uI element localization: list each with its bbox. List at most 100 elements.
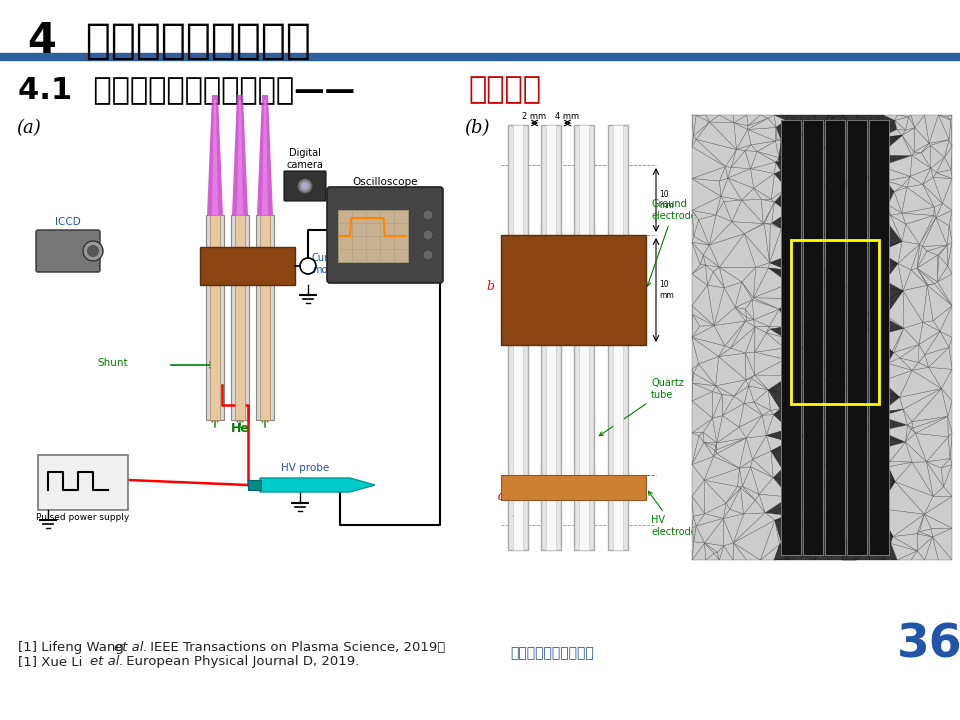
- Polygon shape: [719, 267, 742, 288]
- Polygon shape: [692, 528, 694, 560]
- Text: (a): (a): [16, 119, 40, 137]
- Polygon shape: [841, 269, 855, 286]
- Polygon shape: [770, 223, 781, 229]
- Polygon shape: [692, 442, 713, 464]
- Polygon shape: [810, 222, 839, 236]
- Polygon shape: [855, 392, 871, 413]
- Polygon shape: [822, 536, 845, 548]
- Polygon shape: [781, 136, 799, 145]
- Polygon shape: [813, 492, 831, 503]
- Polygon shape: [804, 439, 808, 443]
- Polygon shape: [692, 338, 725, 356]
- Polygon shape: [786, 121, 801, 136]
- Polygon shape: [868, 170, 880, 178]
- Polygon shape: [828, 261, 834, 266]
- Polygon shape: [852, 176, 868, 185]
- Polygon shape: [773, 478, 801, 497]
- Polygon shape: [871, 413, 879, 431]
- Polygon shape: [744, 500, 765, 514]
- Polygon shape: [903, 389, 942, 422]
- Polygon shape: [834, 334, 840, 340]
- Polygon shape: [754, 284, 789, 299]
- Polygon shape: [833, 340, 841, 344]
- Polygon shape: [694, 526, 705, 543]
- Polygon shape: [735, 300, 753, 309]
- Polygon shape: [789, 376, 803, 382]
- Polygon shape: [833, 334, 836, 344]
- Polygon shape: [762, 410, 774, 415]
- Polygon shape: [841, 286, 849, 300]
- Polygon shape: [817, 176, 839, 207]
- Polygon shape: [803, 369, 812, 384]
- Polygon shape: [917, 251, 938, 269]
- Polygon shape: [852, 294, 868, 313]
- Polygon shape: [838, 241, 856, 255]
- Polygon shape: [920, 218, 936, 246]
- Polygon shape: [936, 210, 952, 226]
- Bar: [508, 125, 528, 550]
- Polygon shape: [693, 373, 716, 386]
- Polygon shape: [938, 246, 947, 256]
- Polygon shape: [753, 436, 771, 459]
- Polygon shape: [847, 538, 861, 560]
- Polygon shape: [821, 420, 832, 439]
- Polygon shape: [827, 282, 835, 295]
- Polygon shape: [806, 439, 821, 449]
- Polygon shape: [812, 148, 832, 164]
- Polygon shape: [734, 386, 749, 403]
- Polygon shape: [877, 249, 879, 253]
- Polygon shape: [843, 542, 847, 560]
- Polygon shape: [748, 115, 768, 126]
- Polygon shape: [692, 418, 712, 433]
- Polygon shape: [731, 327, 755, 353]
- Polygon shape: [833, 455, 843, 469]
- Polygon shape: [878, 442, 905, 461]
- Polygon shape: [927, 246, 947, 256]
- Polygon shape: [692, 496, 693, 528]
- Polygon shape: [696, 518, 724, 543]
- Polygon shape: [780, 149, 790, 158]
- Polygon shape: [876, 287, 884, 298]
- Polygon shape: [847, 183, 851, 202]
- Polygon shape: [856, 209, 858, 220]
- Polygon shape: [811, 517, 815, 529]
- Polygon shape: [811, 362, 823, 369]
- Bar: [791, 240, 879, 404]
- Polygon shape: [857, 490, 868, 505]
- Polygon shape: [837, 473, 857, 482]
- Polygon shape: [869, 545, 883, 560]
- Polygon shape: [938, 115, 952, 117]
- Polygon shape: [754, 188, 771, 199]
- Polygon shape: [903, 291, 923, 328]
- Polygon shape: [774, 115, 788, 121]
- Polygon shape: [839, 352, 843, 368]
- Polygon shape: [789, 497, 804, 502]
- Polygon shape: [733, 543, 747, 560]
- Polygon shape: [724, 543, 733, 560]
- Polygon shape: [802, 405, 831, 436]
- Polygon shape: [776, 160, 780, 162]
- Polygon shape: [814, 115, 828, 138]
- Polygon shape: [945, 147, 952, 170]
- Polygon shape: [838, 407, 853, 415]
- Polygon shape: [794, 541, 802, 546]
- Polygon shape: [796, 500, 807, 508]
- Polygon shape: [831, 414, 835, 420]
- Polygon shape: [771, 409, 780, 415]
- Polygon shape: [923, 285, 933, 323]
- Polygon shape: [801, 548, 815, 560]
- Polygon shape: [768, 390, 780, 410]
- Polygon shape: [858, 206, 887, 217]
- Polygon shape: [825, 145, 832, 156]
- Polygon shape: [898, 551, 917, 560]
- Polygon shape: [755, 359, 789, 376]
- Polygon shape: [761, 199, 775, 202]
- Polygon shape: [834, 295, 841, 300]
- Polygon shape: [746, 415, 766, 438]
- Polygon shape: [841, 333, 860, 341]
- Polygon shape: [877, 508, 893, 536]
- Polygon shape: [931, 168, 936, 177]
- Polygon shape: [713, 451, 717, 456]
- Polygon shape: [260, 478, 375, 492]
- Polygon shape: [724, 510, 744, 518]
